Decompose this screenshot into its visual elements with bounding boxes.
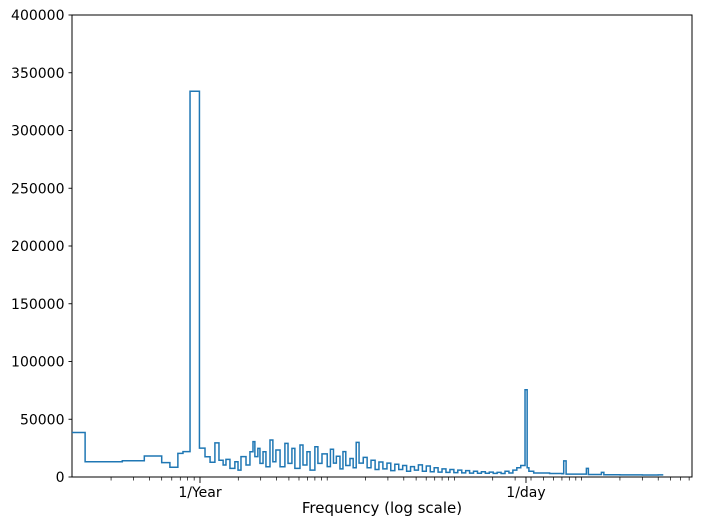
y-tick-label: 350000 [11, 66, 64, 82]
y-tick-label: 100000 [11, 355, 64, 371]
y-tick-label: 0 [56, 470, 65, 486]
spectrum-line [72, 90, 664, 476]
y-tick-label: 150000 [11, 297, 64, 313]
y-tick-label: 300000 [11, 124, 64, 140]
y-tick-label: 250000 [11, 181, 64, 197]
y-tick-label: 400000 [11, 8, 64, 24]
plot-border [71, 14, 693, 478]
x-tick-label-1-year: 1/Year [178, 485, 222, 501]
y-tick-label: 200000 [11, 239, 64, 255]
x-axis-label: Frequency (log scale) [301, 499, 463, 517]
x-tick-label-1-day: 1/day [506, 485, 545, 501]
y-tick-label: 50000 [20, 412, 65, 428]
